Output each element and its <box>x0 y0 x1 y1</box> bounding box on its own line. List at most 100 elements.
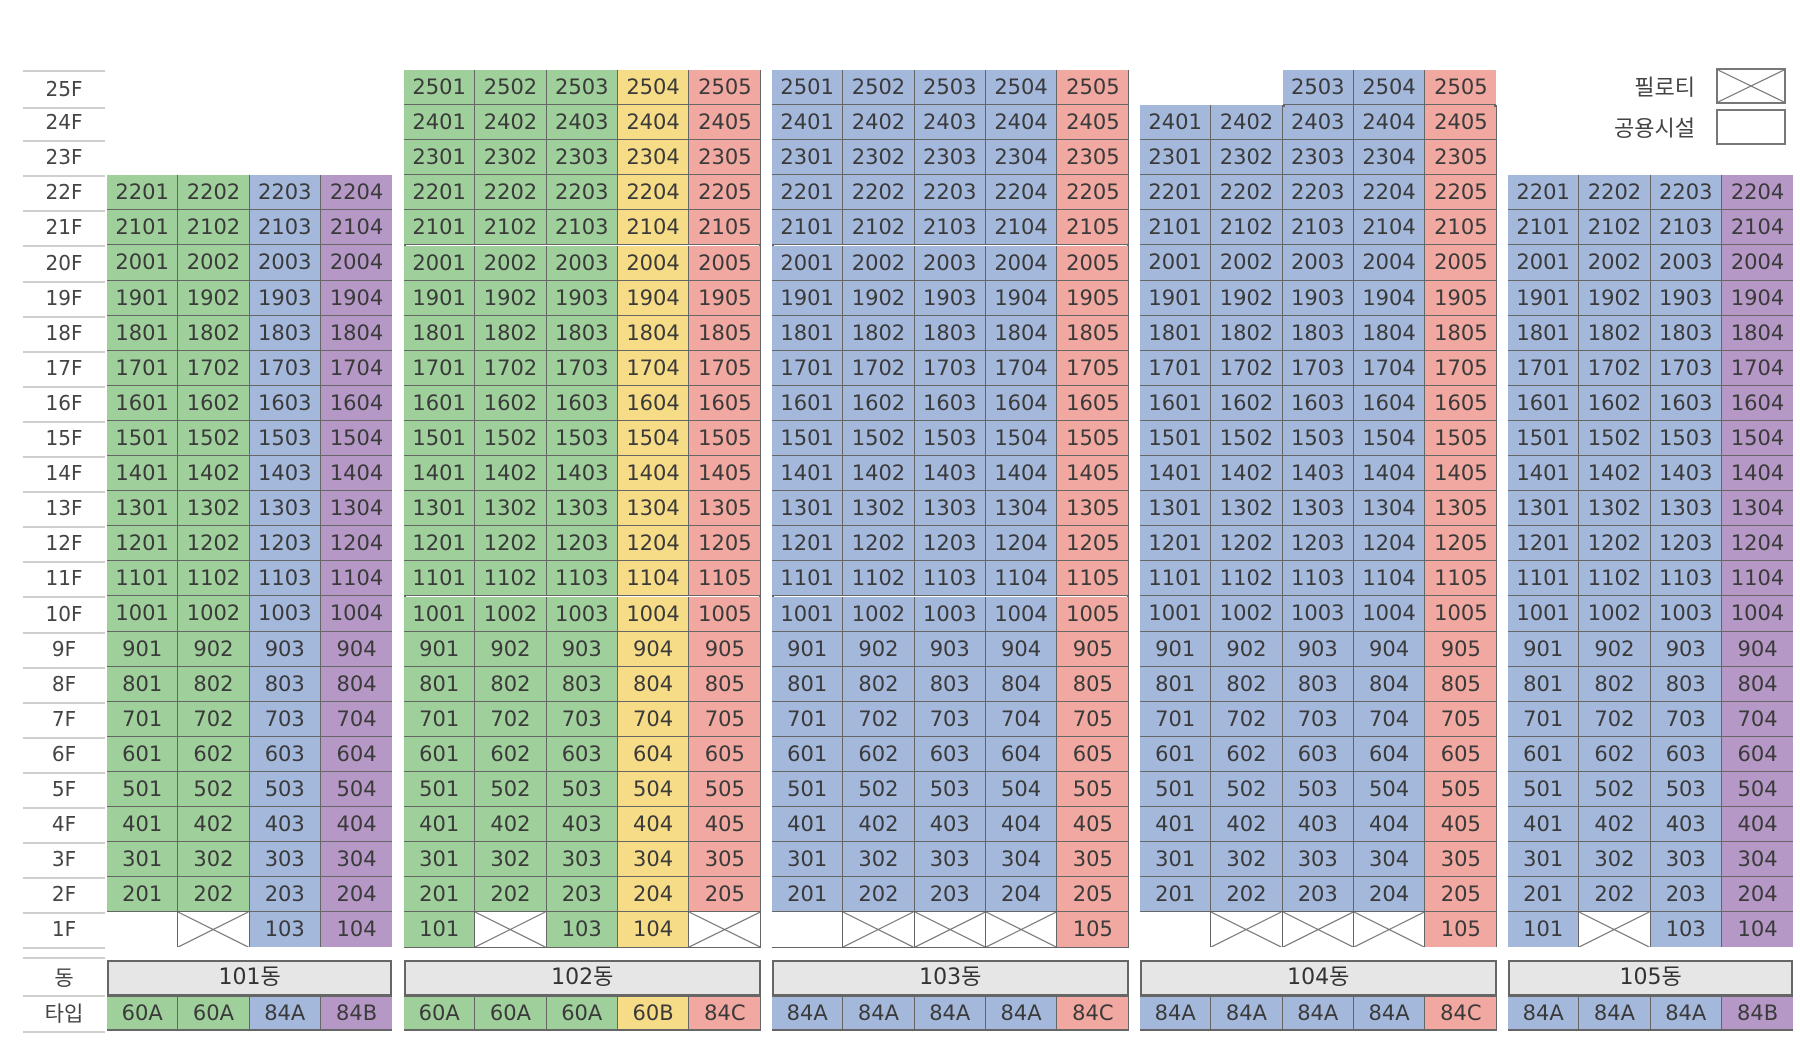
unit-cell: 2501 <box>404 70 476 106</box>
unit-cell: 501 <box>1140 771 1212 808</box>
unit-cell: 201 <box>772 877 844 913</box>
unit-cell: 2405 <box>1425 105 1497 141</box>
floor-label: 18F <box>23 316 105 353</box>
unit-cell: 805 <box>1425 666 1497 702</box>
pilotis-cell <box>1282 912 1354 948</box>
unit-cell: 2105 <box>1425 210 1497 246</box>
pilotis-cell <box>1353 912 1426 948</box>
unit-cell: 1705 <box>1425 350 1497 386</box>
unit-cell: 2502 <box>843 70 915 106</box>
unit-cell: 504 <box>1353 771 1426 808</box>
unit-cell: 2201 <box>1508 175 1580 211</box>
unit-cell: 2102 <box>178 210 250 246</box>
unit-cell: 1703 <box>249 350 321 386</box>
unit-cell: 1801 <box>107 315 179 351</box>
unit-cell: 404 <box>1353 807 1426 843</box>
unit-cell: 1403 <box>1650 456 1722 492</box>
unit-cell: 2302 <box>475 140 547 176</box>
unit-cell: 2202 <box>475 175 547 211</box>
unit-type-cell: 84A <box>1650 997 1722 1029</box>
floor-label: 19F <box>23 281 105 318</box>
unit-cell: 804 <box>1721 666 1794 702</box>
unit-cell: 1703 <box>914 350 986 386</box>
unit-cell: 2503 <box>546 70 618 106</box>
unit-cell: 804 <box>1353 666 1426 702</box>
unit-cell: 1602 <box>1579 385 1651 421</box>
unit-cell: 1604 <box>1353 385 1426 421</box>
unit-cell: 1005 <box>1425 596 1497 632</box>
unit-type-cell: 84C <box>689 997 761 1029</box>
unit-cell: 605 <box>1057 736 1129 772</box>
floor-label: 7F <box>23 702 105 739</box>
unit-cell: 2404 <box>1353 105 1426 141</box>
floor-label: 21F <box>23 210 105 248</box>
unit-cell: 705 <box>1057 701 1129 737</box>
unit-cell: 1704 <box>985 350 1058 386</box>
unit-cell: 1003 <box>1650 596 1722 632</box>
unit-cell: 401 <box>1140 807 1212 843</box>
unit-cell: 2202 <box>1579 175 1651 211</box>
unit-cell: 801 <box>1508 666 1580 702</box>
unit-cell: 603 <box>914 736 986 772</box>
unit-cell: 1902 <box>843 280 915 316</box>
unit-cell: 403 <box>914 807 986 843</box>
unit-cell: 405 <box>1425 807 1497 843</box>
unit-cell: 1701 <box>404 350 476 386</box>
unit-cell: 1802 <box>475 315 547 351</box>
unit-cell: 1001 <box>1508 596 1580 632</box>
unit-cell: 203 <box>249 877 321 913</box>
unit-cell: 704 <box>1721 701 1794 737</box>
unit-cell: 1505 <box>1057 421 1129 457</box>
unit-cell: 1102 <box>1579 561 1651 597</box>
unit-cell: 601 <box>772 736 844 772</box>
unit-cell: 902 <box>475 631 547 667</box>
separator <box>23 1031 105 1033</box>
unit-cell: 1503 <box>914 421 986 457</box>
unit-cell: 1002 <box>475 596 547 632</box>
unit-cell: 201 <box>107 877 179 913</box>
unit-type-cell: 84C <box>1425 997 1497 1029</box>
unit-cell: 2204 <box>320 175 393 211</box>
unit-cell: 1103 <box>1282 561 1354 597</box>
unit-cell: 1903 <box>249 280 321 316</box>
unit-cell: 2001 <box>107 245 179 281</box>
floor-label: 11F <box>23 561 105 599</box>
unit-cell: 2205 <box>1057 175 1129 211</box>
unit-cell: 1804 <box>1353 315 1426 351</box>
unit-type-row: 84A 84A 84A 84B <box>1508 995 1794 1031</box>
unit-type-cell: 84B <box>320 997 393 1029</box>
building-name: 104동 <box>1140 960 1497 996</box>
unit-cell: 2103 <box>249 210 321 246</box>
unit-cell: 803 <box>1650 666 1722 702</box>
unit-cell: 1301 <box>404 491 476 527</box>
unit-cell: 2003 <box>914 245 986 281</box>
unit-cell: 2305 <box>1057 140 1129 176</box>
unit-cell: 1605 <box>689 385 761 421</box>
unit-cell: 1901 <box>107 280 179 316</box>
unit-cell: 904 <box>985 631 1058 667</box>
unit-cell: 503 <box>1282 771 1354 808</box>
unit-cell: 202 <box>475 877 547 913</box>
unit-cell: 1302 <box>178 491 250 527</box>
unit-cell: 1304 <box>1721 491 1794 527</box>
unit-cell: 1604 <box>1721 385 1794 421</box>
floor-label: 2F <box>23 877 105 915</box>
unit-cell: 1202 <box>1211 526 1283 562</box>
unit-type-cell: 84A <box>772 997 844 1029</box>
unit-cell: 2301 <box>772 140 844 176</box>
unit-cell: 1002 <box>1579 596 1651 632</box>
unit-cell: 2505 <box>1057 70 1129 106</box>
unit-type-row: 84A 84A 84A 84A 84C <box>772 995 1129 1031</box>
building-name: 103동 <box>772 960 1129 996</box>
unit-cell: 1905 <box>1057 280 1129 316</box>
unit-cell: 1601 <box>1140 385 1212 421</box>
unit-cell: 1103 <box>1650 561 1722 597</box>
unit-cell: 2405 <box>1057 105 1129 141</box>
unit-cell: 204 <box>320 877 393 913</box>
unit-cell: 403 <box>249 807 321 843</box>
unit-cell: 604 <box>320 736 393 772</box>
unit-cell: 1502 <box>1211 420 1283 457</box>
unit-cell: 2401 <box>1140 105 1212 141</box>
unit-cell: 702 <box>475 701 547 737</box>
unit-cell: 1804 <box>1721 315 1794 351</box>
